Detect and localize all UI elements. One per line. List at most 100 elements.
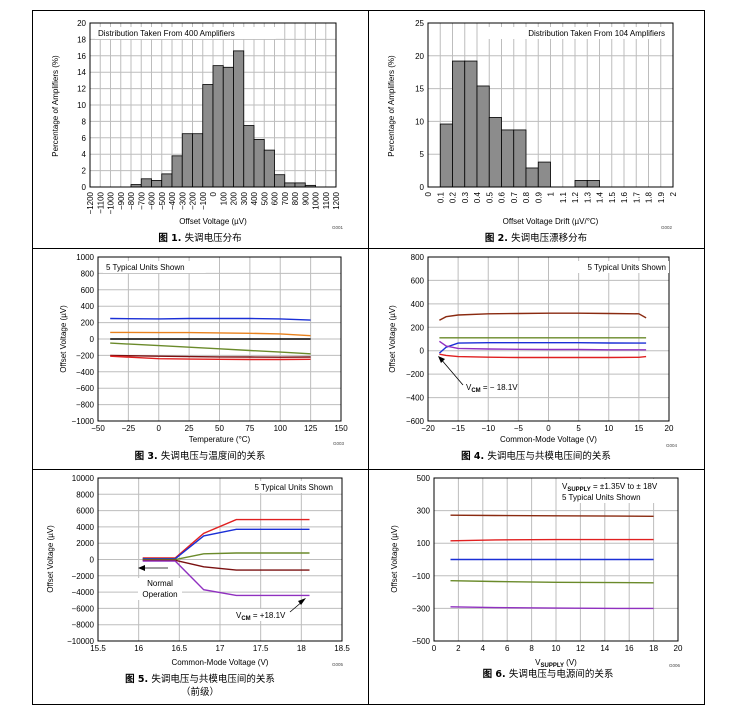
chart-panel-4: −600 −400 −200 0 200 400 600 800 −20 −15 −10 −5 0 5 10… [388,253,677,462]
callout-bg [233,609,293,621]
annotation-bg [566,261,669,273]
series-line [110,354,311,358]
y-tick-label: 8 [82,117,87,126]
x-tick-label: 1.2 [571,191,580,203]
chart-panel-3: −1000−800−600−400−20002004006008001000−5… [59,253,348,462]
figure-caption: 图 1. 失调电压分布 [158,232,241,244]
y-tick-label: 6 [82,134,87,143]
x-tick-label: −500 [158,191,167,210]
x-tick-label: −400 [168,191,177,210]
histogram-bar [488,117,502,188]
x-tick-label: 0 [546,424,551,433]
y-tick-label: 10000 [72,474,95,483]
x-tick-label: 1.4 [596,191,605,203]
histogram-bar [464,60,478,188]
figure-caption: 图 4. 失调电压与共模电压间的关系 [461,450,611,462]
x-tick-label: 800 [291,191,300,205]
histogram-bar [233,50,245,188]
series-line [142,560,310,597]
series-line [110,355,311,361]
callout-vcm-main: V [236,611,242,620]
y-tick-label: 400 [411,300,425,309]
series-line [142,518,310,559]
x-tick-label: 18 [297,644,306,653]
x-tick-label: 125 [304,424,318,433]
x-tick-label: 8 [529,644,534,653]
x-tick-label: −1100 [96,191,105,213]
caption-number: 图 3. [135,451,161,462]
x-axis-label: Offset Voltage (µV) [179,217,247,226]
callout-vcm-main: V [466,383,472,392]
x-axis-label-sub: SUPPLY [540,663,563,669]
x-tick-label: 400 [250,191,259,205]
series-line [450,538,654,542]
y-tick-label: 800 [411,253,425,262]
annotation-bg [103,261,206,273]
callout-arrowhead [438,356,445,363]
y-tick-label: 25 [415,19,424,28]
x-tick-label: −25 [122,424,136,433]
callout-vcm-sub: CM [471,388,480,394]
plot-frame [89,22,337,188]
figure-code: G006 [669,663,681,668]
y-tick-label: −200 [76,351,95,360]
x-tick-label: −15 [451,424,465,433]
x-axis-label-main: V [535,658,541,667]
y-tick-label: −300 [412,604,431,613]
y-tick-label: −400 [406,394,425,403]
callout-vcm: VCM = +18.1V [236,611,286,622]
y-tick-label: −8000 [72,621,95,630]
x-tick-label: −900 [117,191,126,210]
x-tick-label: 1.8 [645,191,654,203]
x-axis-label: Temperature (°C) [189,435,251,444]
series-line [439,312,647,321]
histogram-bar [161,173,173,188]
histogram-bar [253,139,265,188]
y-tick-label: −800 [76,401,95,410]
y-tick-label: 600 [81,286,95,295]
y-tick-label: 0 [420,347,425,356]
y-tick-label: 20 [415,52,424,61]
y-tick-label: −1000 [72,417,95,426]
caption-text: 失调电压与共模电压间的关系 [151,673,275,685]
callout-arrowhead [138,565,145,571]
y-tick-label: 500 [417,474,431,483]
histogram-bar [586,180,600,188]
plot-frame [427,22,674,188]
histogram-bar [294,182,306,188]
chart-annotation: 5 Typical Units Shown [562,493,641,502]
histogram-bar [513,129,527,188]
callout-arrow [439,357,464,386]
x-tick-label: 200 [230,191,239,205]
histogram-bar [192,133,204,188]
x-tick-label: 100 [274,424,288,433]
x-tick-label: 1.6 [620,191,629,203]
x-tick-label: 0.7 [510,191,519,203]
histogram-bar [171,155,183,188]
plot-frame [433,477,679,642]
histogram-bar [263,149,275,188]
y-tick-label: 4000 [76,523,94,532]
caption-number: 图 6. [483,669,509,680]
callout-vcm: VCM = − 18.1V [466,383,518,394]
y-tick-label: −100 [412,572,431,581]
x-tick-label: 4 [481,644,486,653]
x-tick-label: 300 [240,191,249,205]
caption-number: 图 5. [125,674,151,685]
y-tick-label: 2000 [76,539,94,548]
y-tick-label: 10 [77,101,86,110]
y-tick-label: 0 [90,556,95,565]
x-tick-label: 17.5 [253,644,269,653]
chart-annotation: 5 Typical Units Shown [254,483,333,492]
caption-text: 失调电压分布 [185,232,242,244]
x-tick-label: 20 [665,424,674,433]
x-tick-label: 0.9 [534,191,543,203]
histogram-bar [222,66,234,188]
figure-code: G004 [666,443,678,448]
chart-annotation: Distribution Taken From 104 Amplifiers [528,29,665,38]
histogram-bar [574,180,588,188]
series-line [142,528,310,560]
plot-frame [427,256,670,422]
x-tick-label: 0 [157,424,162,433]
